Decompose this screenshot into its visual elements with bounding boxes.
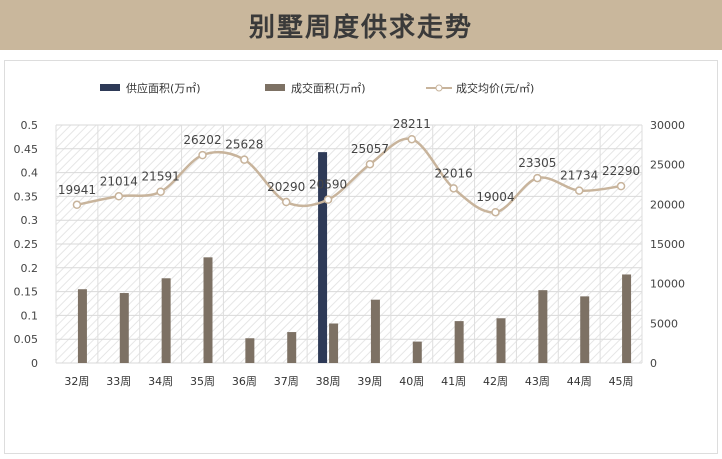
x-tick: 36周 [232, 375, 257, 388]
y-right-tick: 5000 [650, 317, 678, 330]
x-tick: 38周 [316, 375, 341, 388]
y-right-tick: 25000 [650, 159, 685, 172]
bar-transaction [412, 341, 422, 363]
bar-transaction [454, 321, 464, 363]
chart-title-banner: 别墅周度供求走势 [0, 0, 722, 50]
bar-transaction [622, 274, 632, 363]
x-tick: 42周 [483, 375, 508, 388]
price-point [491, 207, 500, 217]
price-label: 22016 [435, 166, 473, 180]
price-point [365, 159, 375, 169]
price-point [574, 186, 584, 195]
x-tick: 37周 [274, 375, 299, 388]
price-point [281, 197, 291, 207]
price-point [114, 192, 124, 201]
bar-transaction [329, 323, 339, 363]
price-point [323, 195, 333, 204]
legend-label: 供应面积(万㎡) [126, 81, 201, 95]
x-tick: 34周 [148, 375, 173, 388]
legend-swatch [265, 84, 285, 91]
x-tick: 32周 [64, 375, 89, 388]
y-left-tick: 0.4 [21, 167, 39, 180]
x-tick: 43周 [525, 375, 550, 388]
price-label: 26202 [183, 133, 221, 147]
y-left-tick: 0.15 [14, 286, 39, 299]
bar-transaction [580, 296, 590, 363]
bar-transaction [77, 289, 87, 363]
chart-title: 别墅周度供求走势 [248, 12, 473, 43]
x-tick: 40周 [399, 375, 424, 388]
bar-supply [318, 152, 328, 363]
price-label: 20290 [267, 180, 305, 194]
bar-transaction [203, 257, 213, 363]
bar-transaction [119, 293, 129, 363]
y-left-tick: 0.05 [14, 333, 39, 346]
bar-transaction [538, 290, 548, 363]
chart-frame [4, 60, 718, 454]
price-label: 28211 [393, 117, 431, 131]
price-point [240, 155, 249, 164]
price-point [616, 181, 626, 191]
y-left-tick: 0 [31, 357, 38, 370]
price-label: 23305 [518, 156, 556, 170]
price-point [407, 134, 417, 144]
legend-swatch [100, 84, 120, 91]
price-point [533, 173, 542, 183]
y-left-tick: 0.5 [21, 119, 39, 132]
price-label: 19941 [58, 183, 96, 197]
price-label: 25057 [351, 142, 389, 156]
bar-transaction [161, 278, 171, 363]
x-tick: 41周 [441, 375, 466, 388]
y-right-tick: 10000 [650, 278, 685, 291]
price-point [72, 200, 82, 210]
y-left-tick: 0.45 [14, 143, 39, 156]
price-label: 19004 [476, 190, 514, 204]
x-tick: 33周 [106, 375, 131, 388]
y-left-tick: 0.1 [21, 309, 39, 322]
y-right-tick: 20000 [650, 198, 685, 211]
legend-label: 成交面积(万㎡) [291, 81, 366, 95]
price-point [198, 150, 207, 160]
y-left-tick: 0.35 [14, 190, 39, 203]
price-point [449, 184, 458, 193]
bar-transaction [287, 332, 297, 363]
price-label: 20590 [309, 178, 347, 192]
price-label: 25628 [225, 138, 263, 152]
x-tick: 45周 [609, 375, 634, 388]
x-tick: 44周 [567, 375, 592, 388]
x-tick: 35周 [190, 375, 215, 388]
bar-transaction [370, 299, 380, 363]
x-tick: 39周 [357, 375, 382, 388]
y-right-tick: 30000 [650, 119, 685, 132]
price-label: 21014 [100, 174, 138, 188]
price-label: 22290 [602, 164, 640, 178]
y-right-tick: 0 [650, 357, 657, 370]
legend-label: 成交均价(元/㎡) [456, 81, 534, 95]
y-left-tick: 0.2 [21, 262, 39, 275]
bar-transaction [496, 318, 506, 363]
price-point [156, 187, 165, 196]
y-left-tick: 0.25 [14, 238, 39, 251]
legend-marker [435, 84, 443, 92]
price-label: 21591 [142, 170, 180, 184]
y-right-tick: 15000 [650, 238, 685, 251]
price-line [76, 137, 622, 214]
price-label: 21734 [560, 169, 598, 183]
bar-transaction [245, 338, 255, 363]
y-left-tick: 0.3 [21, 214, 39, 227]
